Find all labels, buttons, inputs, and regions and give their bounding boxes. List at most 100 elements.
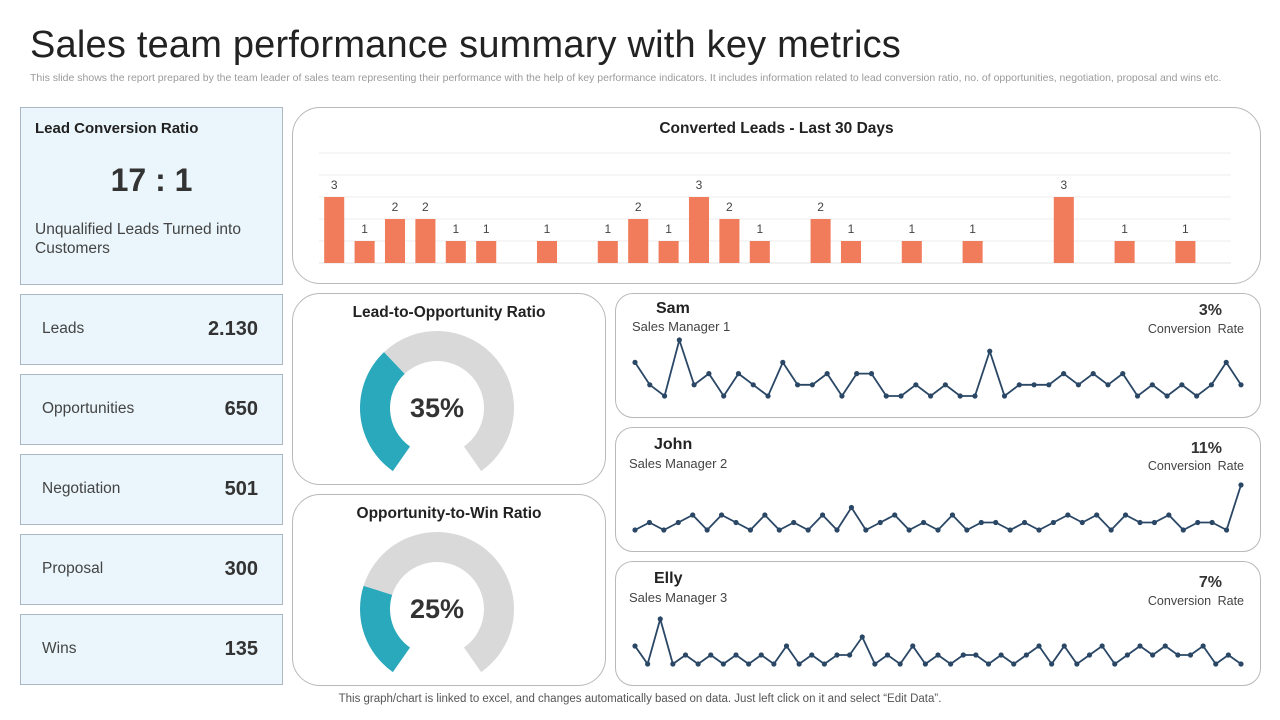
- sparkline-point: [1180, 527, 1186, 533]
- manager-panel-sam: Sam Sales Manager 1 3% Conversion Rate: [615, 293, 1261, 418]
- sparkline-point: [854, 371, 860, 377]
- sparkline-point: [819, 512, 826, 518]
- sparkline-point: [847, 652, 853, 658]
- sparkline-point: [1036, 643, 1042, 649]
- manager-role: Sales Manager 2: [629, 456, 728, 471]
- manager-conversion-label: Conversion Rate: [1147, 322, 1244, 336]
- sparkline-point: [646, 519, 653, 526]
- sparkline-point: [1079, 519, 1085, 526]
- bar: [476, 241, 497, 263]
- gauge-track: [363, 532, 514, 673]
- sparkline-point: [834, 652, 840, 658]
- metric-card-negotiation: Negotiation 501: [20, 454, 283, 525]
- sparkline-point: [746, 661, 752, 667]
- bar-value-label: 3: [1060, 178, 1067, 192]
- sparkline-point: [1105, 382, 1111, 388]
- gauge-fill: [360, 352, 411, 472]
- sparkline-point: [1011, 661, 1017, 667]
- sparkline-point: [993, 519, 999, 526]
- metric-card-wins: Wins 135: [20, 614, 283, 685]
- manager-name: Sam: [656, 300, 690, 317]
- sparkline-point: [1120, 371, 1126, 377]
- sparkline-point: [721, 393, 727, 399]
- opportunity-to-win-title: Opportunity-to-Win Ratio: [356, 505, 542, 522]
- bar: [415, 219, 436, 263]
- sparkline-point: [1150, 652, 1156, 658]
- bar: [445, 241, 466, 263]
- sparkline-point: [1223, 359, 1229, 365]
- sparkline-point: [920, 519, 927, 526]
- bar-value-label: 2: [817, 200, 824, 214]
- manager-sparkline: [632, 482, 1244, 533]
- sparkline-point: [809, 652, 815, 658]
- converted-leads-chart: 3 1 2 2 1 1 1 1 2 1 3 2 1 2 1 1 1 3 1 1: [319, 152, 1231, 264]
- sparkline-point: [978, 519, 984, 526]
- sparkline-point: [868, 371, 875, 377]
- manager-conversion-rate: 11%: [1190, 440, 1222, 457]
- sparkline-point: [824, 371, 830, 377]
- page-subtitle: This slide shows the report prepared by …: [30, 72, 1222, 84]
- sparkline-point: [1162, 643, 1168, 649]
- sparkline-point: [1137, 519, 1143, 526]
- sparkline-point: [1086, 652, 1093, 658]
- sparkline-point: [884, 652, 891, 658]
- sparkline-point: [897, 661, 903, 667]
- sparkline-point: [906, 527, 912, 533]
- gauge-track: [383, 330, 515, 472]
- sparkline-point: [1061, 643, 1067, 649]
- sparkline-point: [1124, 652, 1130, 658]
- sparkline-point: [750, 382, 756, 388]
- sparkline-point: [758, 652, 764, 658]
- sparkline-point: [1036, 527, 1042, 533]
- bar-value-label: 1: [361, 222, 368, 236]
- lead-to-opportunity-panel: Lead-to-Opportunity Ratio 35%: [292, 293, 606, 485]
- sparkline-point: [859, 634, 865, 640]
- sparkline-point: [747, 527, 754, 533]
- bar-value-label: 3: [331, 178, 338, 192]
- sparkline-point: [1164, 393, 1170, 399]
- sparkline-path: [634, 336, 1242, 398]
- sparkline-point: [883, 393, 889, 399]
- sparkline-point: [1213, 661, 1219, 667]
- bar-value-label: 1: [1121, 222, 1128, 236]
- bar-value-label: 1: [604, 222, 611, 236]
- sparkline-point: [708, 652, 714, 658]
- converted-leads-panel: Converted Leads - Last 30 Days 3 1 2 2 1 1 1 1 2…: [292, 107, 1261, 284]
- sparkline-point: [657, 616, 663, 622]
- bar: [384, 219, 406, 263]
- bar-value-label: 1: [848, 222, 855, 236]
- lead-conversion-value: 17 : 1: [110, 162, 193, 198]
- sparkline-point: [922, 661, 928, 667]
- sparkline-point: [796, 661, 802, 667]
- sparkline-point: [892, 512, 898, 518]
- sparkline-point: [1166, 512, 1172, 518]
- bar: [354, 241, 375, 263]
- bar-value-label: 2: [422, 200, 429, 214]
- bar-value-label: 1: [544, 222, 551, 236]
- sparkline-point: [783, 643, 790, 649]
- sparkline-point: [690, 512, 696, 518]
- manager-conversion-label: Conversion Rate: [1147, 459, 1244, 473]
- bar-value-label: 1: [969, 222, 976, 236]
- metric-value: 2.130: [207, 318, 258, 340]
- sparkline-point: [948, 661, 954, 667]
- sparkline-point: [1200, 643, 1206, 649]
- bar-value-label: 1: [1182, 222, 1189, 236]
- sparkline-point: [1179, 382, 1185, 388]
- bar: [1053, 197, 1074, 263]
- sparkline-point: [898, 393, 904, 399]
- sparkline-point: [706, 371, 712, 377]
- lead-to-opportunity-title: Lead-to-Opportunity Ratio: [352, 304, 546, 321]
- sparkline-path: [634, 484, 1242, 532]
- sparkline-point: [762, 512, 768, 518]
- sparkline-point: [972, 393, 978, 399]
- bar: [901, 241, 922, 263]
- bar: [597, 241, 618, 263]
- manager-role: Sales Manager 1: [632, 319, 731, 334]
- sparkline-point: [834, 527, 840, 533]
- sparkline-point: [1238, 482, 1244, 488]
- sparkline-point: [805, 527, 811, 533]
- sparkline-point: [957, 393, 963, 399]
- manager-panel-john: John Sales Manager 2 11% Conversion Rate: [615, 427, 1261, 552]
- sparkline-point: [1194, 393, 1200, 399]
